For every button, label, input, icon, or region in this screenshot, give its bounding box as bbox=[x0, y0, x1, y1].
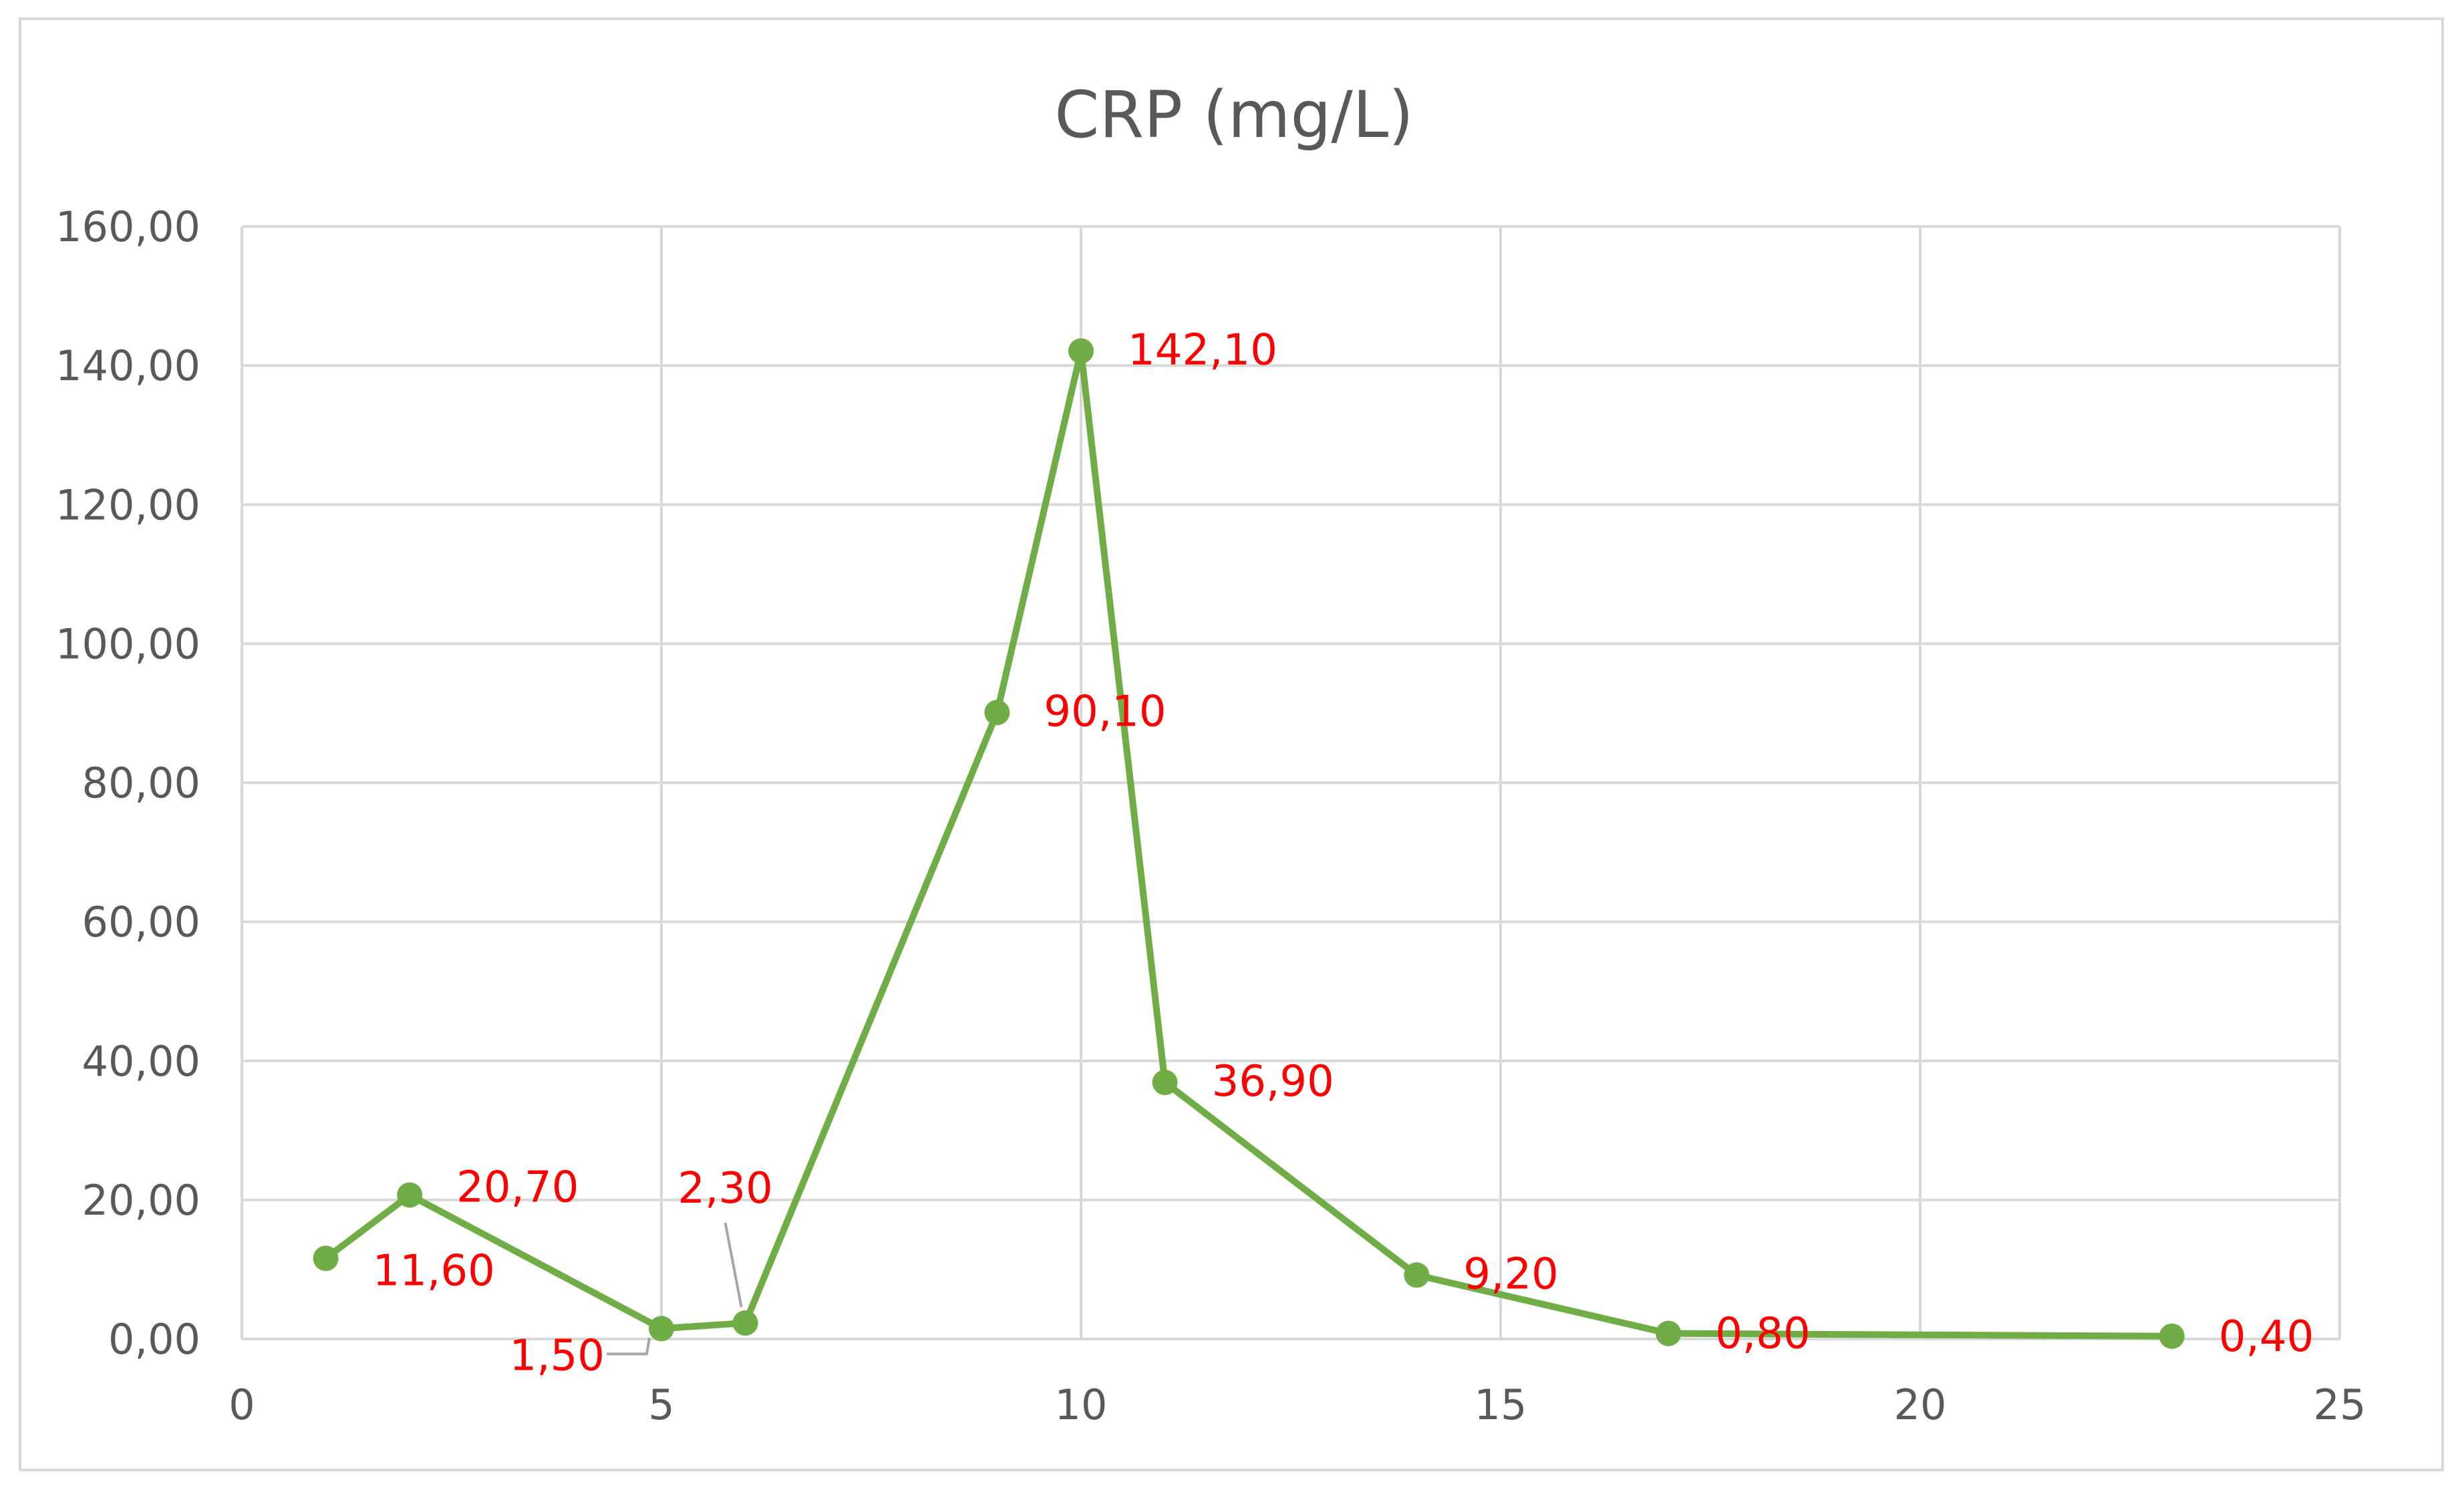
data-point bbox=[1656, 1320, 1682, 1346]
data-label: 142,10 bbox=[1128, 325, 1277, 375]
data-label: 36,90 bbox=[1212, 1057, 1334, 1106]
data-point bbox=[1404, 1262, 1430, 1288]
data-label: 9,20 bbox=[1463, 1249, 1559, 1299]
data-label: 0,80 bbox=[1715, 1310, 1811, 1359]
label-leader-line bbox=[724, 1222, 743, 1308]
data-label: 20,70 bbox=[456, 1163, 579, 1213]
y-tick-label: 160,00 bbox=[55, 202, 200, 251]
data-point bbox=[1152, 1070, 1178, 1096]
x-tick-label: 5 bbox=[648, 1380, 674, 1429]
grid-layer bbox=[241, 225, 2341, 1340]
y-tick-label: 60,00 bbox=[82, 898, 201, 947]
data-label: 90,10 bbox=[1044, 687, 1166, 736]
x-tick-label: 0 bbox=[228, 1380, 255, 1429]
x-tick-label: 15 bbox=[1475, 1380, 1527, 1429]
data-label: 1,50 bbox=[510, 1331, 605, 1380]
data-point bbox=[2159, 1323, 2185, 1349]
tick-layer: 0,00 20,00 40,00 60,00 80,00 100,00 120,00 140,… bbox=[55, 202, 2366, 1429]
chart-svg: CRP (mg/L) 0,00 20,00 40,00 60,00 80,00 100,0… bbox=[55, 78, 2366, 1429]
y-tick-label: 80,00 bbox=[82, 759, 201, 808]
x-tick-label: 20 bbox=[1894, 1380, 1947, 1429]
y-tick-label: 120,00 bbox=[55, 480, 200, 529]
y-tick-label: 0,00 bbox=[108, 1315, 200, 1364]
data-label: 11,60 bbox=[373, 1246, 495, 1296]
label-layer: 11,60 20,70 1,50 2,30 90,10 142,10 36,90 9,20 0,… bbox=[373, 325, 2314, 1380]
chart-frame: CRP (mg/L) 0,00 20,00 40,00 60,00 80,00 100,0… bbox=[19, 17, 2444, 1471]
data-point bbox=[649, 1316, 674, 1342]
data-point bbox=[313, 1245, 339, 1272]
y-tick-label: 20,00 bbox=[82, 1176, 201, 1225]
x-tick-label: 10 bbox=[1055, 1380, 1108, 1429]
series-line bbox=[323, 347, 2172, 1340]
label-leader-line bbox=[607, 1338, 651, 1356]
data-point bbox=[732, 1310, 758, 1336]
data-point bbox=[984, 700, 1010, 726]
data-point bbox=[397, 1182, 423, 1208]
y-tick-label: 100,00 bbox=[55, 619, 200, 668]
data-point bbox=[1068, 338, 1094, 364]
y-tick-label: 40,00 bbox=[82, 1037, 201, 1086]
data-label: 0,40 bbox=[2219, 1312, 2314, 1362]
series-layer bbox=[313, 338, 2185, 1349]
x-tick-label: 25 bbox=[2314, 1380, 2366, 1429]
y-tick-label: 140,00 bbox=[55, 341, 200, 390]
data-label: 2,30 bbox=[677, 1164, 773, 1213]
chart-title: CRP (mg/L) bbox=[1054, 78, 1413, 152]
